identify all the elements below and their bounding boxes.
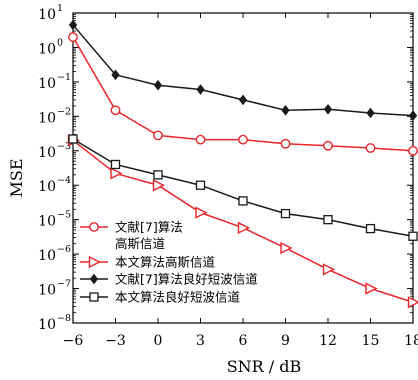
data-point-s0-3 xyxy=(195,134,206,145)
data-point-s1-3 xyxy=(195,206,208,219)
y-tick-exponent-1: −7 xyxy=(57,279,71,290)
y-tick-exponent-6: −2 xyxy=(57,106,71,117)
legend-label-3: 本文算法良好短波信道 xyxy=(115,290,241,305)
y-tick-exponent-5: −3 xyxy=(57,141,71,152)
data-point-s2-6 xyxy=(323,103,333,115)
data-point-s2-7 xyxy=(366,107,375,119)
data-point-s1-4 xyxy=(237,221,251,234)
x-tick-label-7: 15 xyxy=(362,333,380,349)
legend-marker-2 xyxy=(89,273,99,285)
y-tick-label-1: 10 xyxy=(38,283,56,299)
data-point-s0-2 xyxy=(153,130,163,141)
x-tick-label-4: 6 xyxy=(239,333,248,349)
y-tick-label-7: 10 xyxy=(38,76,56,92)
data-point-s2-0 xyxy=(68,19,78,31)
legend-marker-0 xyxy=(89,222,99,232)
data-point-s3-5 xyxy=(280,208,291,219)
y-tick-label-9: 10 xyxy=(38,7,56,23)
x-tick-label-8: 18 xyxy=(404,333,418,349)
data-point-s2-5 xyxy=(281,104,290,116)
y-tick-label-5: 10 xyxy=(38,145,56,161)
data-point-s3-2 xyxy=(153,170,163,180)
data-point-s1-6 xyxy=(322,263,336,276)
legend-marker-1 xyxy=(88,255,102,269)
y-axis-label: MSE xyxy=(7,158,26,197)
data-point-s0-1 xyxy=(110,105,121,116)
y-tick-label-2: 10 xyxy=(38,248,56,264)
x-tick-label-0: −6 xyxy=(63,333,84,349)
y-tick-exponent-9: 1 xyxy=(57,3,63,14)
data-point-s3-0 xyxy=(68,134,78,144)
legend-label-1: 本文算法高斯信道 xyxy=(115,255,216,270)
data-point-s3-4 xyxy=(238,196,248,206)
series-line-0 xyxy=(72,36,414,152)
y-tick-exponent-0: −8 xyxy=(57,313,71,324)
data-point-s0-8 xyxy=(408,145,418,156)
legend-label-2: 文献[7]算法良好短波信道 xyxy=(115,272,258,287)
y-tick-label-8: 10 xyxy=(38,41,56,57)
x-axis-label: SNR / dB xyxy=(227,357,302,376)
data-point-s0-7 xyxy=(365,143,376,153)
y-tick-exponent-3: −5 xyxy=(57,210,71,221)
data-point-s3-6 xyxy=(323,215,333,225)
data-point-s0-5 xyxy=(280,138,291,149)
data-point-s1-1 xyxy=(110,167,123,180)
y-tick-exponent-4: −4 xyxy=(57,175,71,186)
data-point-s3-3 xyxy=(195,180,206,190)
legend-label-0: 文献[7]算法 xyxy=(115,220,183,235)
data-point-s2-2 xyxy=(153,79,163,91)
x-tick-label-6: 12 xyxy=(319,333,337,349)
x-tick-label-2: 0 xyxy=(154,333,163,349)
legend-label-0-line2: 高斯信道 xyxy=(115,236,166,251)
data-point-s3-7 xyxy=(365,223,376,234)
data-point-s3-1 xyxy=(110,159,121,170)
data-point-s1-8 xyxy=(407,296,418,309)
data-point-s1-2 xyxy=(152,179,166,192)
y-tick-exponent-7: −1 xyxy=(57,72,71,83)
y-tick-label-3: 10 xyxy=(38,214,56,230)
x-tick-label-5: 9 xyxy=(281,333,290,349)
y-tick-exponent-2: −6 xyxy=(57,244,71,255)
x-tick-label-1: −3 xyxy=(105,333,126,349)
data-point-s2-3 xyxy=(196,84,205,95)
y-tick-label-6: 10 xyxy=(38,110,56,126)
legend-marker-3 xyxy=(89,292,99,302)
data-point-s0-0 xyxy=(68,32,78,42)
y-tick-label-0: 10 xyxy=(38,317,56,333)
y-tick-exponent-8: 0 xyxy=(57,37,63,48)
data-point-s1-5 xyxy=(280,241,293,255)
data-point-s0-6 xyxy=(323,140,333,151)
data-point-s2-4 xyxy=(238,94,248,106)
x-tick-label-3: 3 xyxy=(196,333,205,349)
data-point-s2-1 xyxy=(111,69,120,81)
data-point-s1-7 xyxy=(365,282,378,295)
y-tick-label-4: 10 xyxy=(38,179,56,195)
data-point-s2-8 xyxy=(408,110,418,121)
data-point-s3-8 xyxy=(408,231,418,241)
data-point-s0-4 xyxy=(238,134,248,145)
